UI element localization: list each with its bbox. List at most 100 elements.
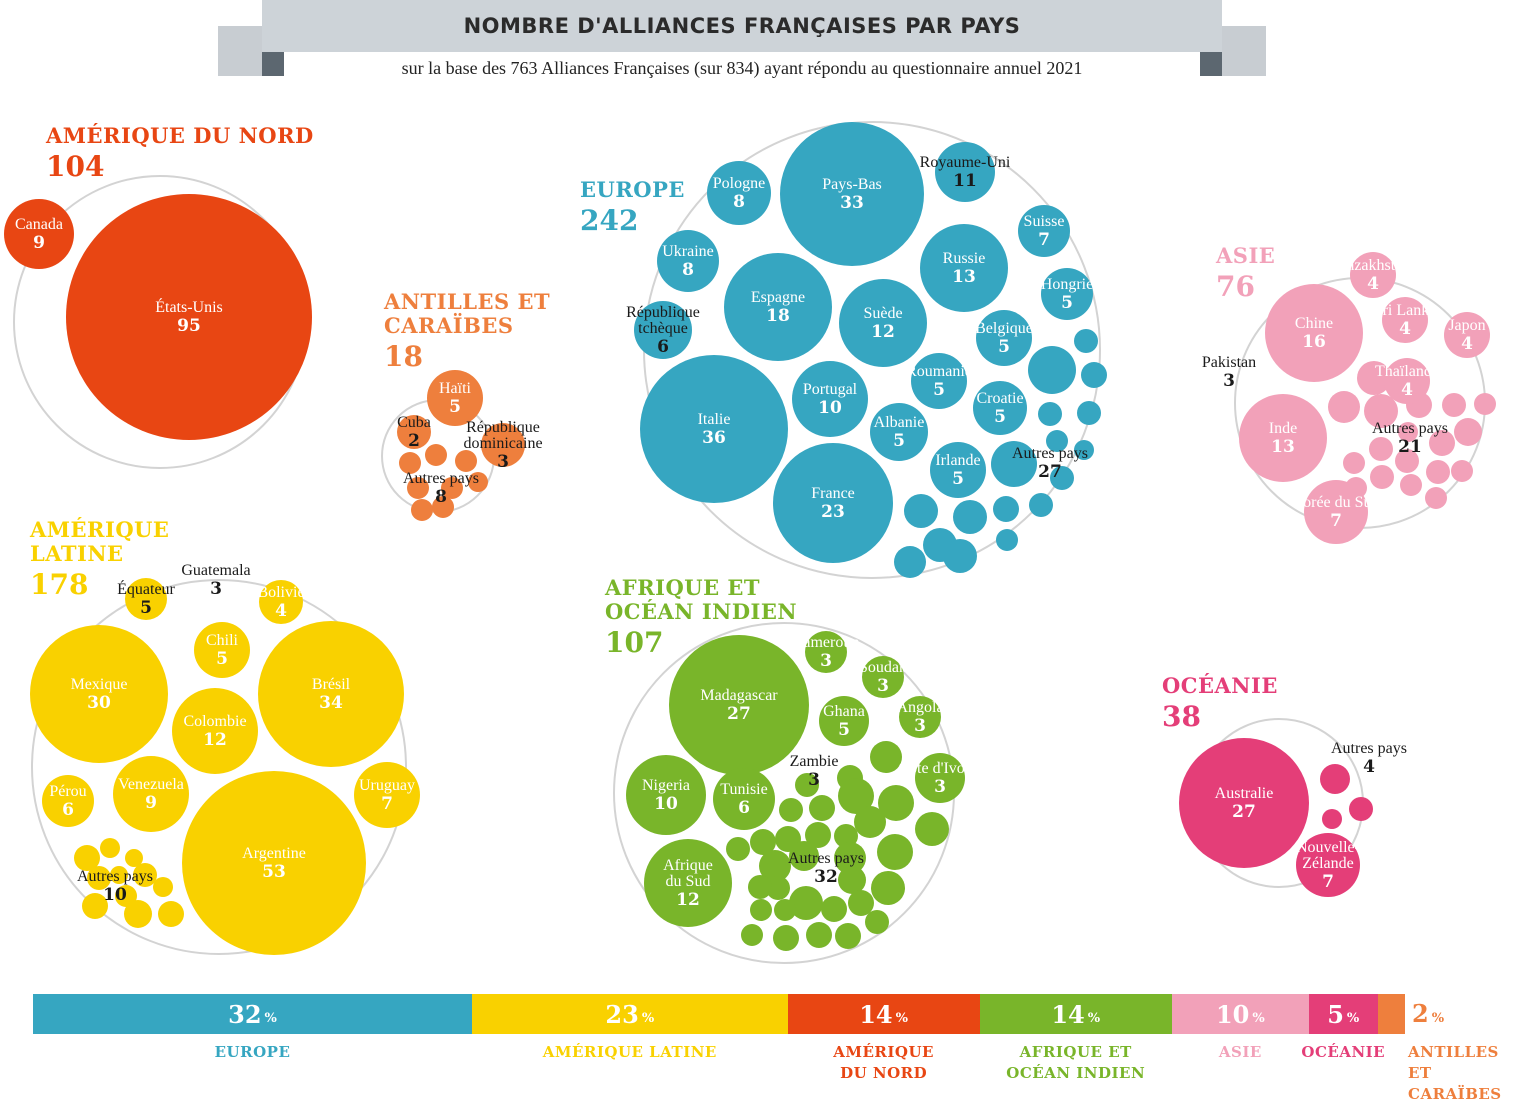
country-value-irlande: 5: [952, 469, 964, 489]
region-total-oceanie: 38: [1162, 700, 1201, 733]
share-segment-oceanie: 5%: [1308, 994, 1378, 1034]
country-label-colombie: Colombie: [183, 713, 246, 730]
other-country-bubble: [834, 824, 858, 848]
country-value-italie: 36: [702, 428, 726, 448]
percent-sign: %: [1087, 1010, 1101, 1026]
country-value-australie: 27: [1232, 802, 1256, 822]
other-country-bubble: [1369, 437, 1393, 461]
country-label-afrique-du-sud: Afrique du Sud: [663, 857, 713, 890]
country-value-bolivie: 4: [275, 601, 287, 621]
country-label-kazakhstan: Kazakhstan: [1336, 257, 1411, 274]
country-label-roumanie: Roumanie: [906, 363, 972, 380]
country-label-hongrie: Hongrie: [1041, 276, 1093, 293]
other-country-bubble: [750, 829, 776, 855]
share-segment-asie: 10%: [1171, 994, 1309, 1034]
header-banner: NOMBRE D'ALLIANCES FRANÇAISES PAR PAYS s…: [0, 0, 1536, 90]
other-country-bubble: [1046, 430, 1068, 452]
country-value-pologne: 8: [733, 192, 745, 212]
country-label-irlande: Irlande: [935, 452, 980, 469]
share-label-oceanie: OCÉANIE: [1301, 1043, 1386, 1061]
other-country-bubble: [1074, 440, 1094, 460]
other-country-bubble: [996, 529, 1018, 551]
country-label-haiti: Haïti: [439, 380, 472, 397]
share-label-antilles-et-caraibes: ANTILLES ET CARAÏBES: [1408, 1043, 1502, 1103]
country-value-autres-pays: 27: [1038, 462, 1062, 482]
country-label-autres-pays: Autres pays: [1012, 445, 1088, 462]
country-value-autres-pays: 10: [103, 885, 127, 905]
country-label-guatemala: Guatemala: [181, 562, 250, 579]
country-label-coree-du-sud: Corée du Sud: [1292, 494, 1379, 511]
other-country-bubble: [878, 785, 914, 821]
other-country-bubble: [865, 910, 889, 934]
other-country-bubble: [774, 899, 796, 921]
other-country-bubble: [835, 923, 861, 949]
bubble-afrique-du-sud: [644, 839, 732, 927]
other-country-bubble: [1425, 487, 1447, 509]
region-name-oceanie: OCÉANIE: [1162, 673, 1278, 698]
share-segment-amerique-latine: 23%: [472, 994, 788, 1034]
country-value-croatie: 5: [994, 407, 1006, 427]
other-country-bubble: [399, 452, 421, 474]
bubble-suisse: [1018, 205, 1070, 257]
bubble-canada: [4, 199, 74, 269]
country-value-ukraine: 8: [682, 260, 694, 280]
other-country-bubble: [834, 842, 866, 874]
bubble-hongrie: [1041, 268, 1093, 320]
country-label-pays-bas: Pays-Bas: [822, 176, 882, 193]
share-segment-antilles-et-caraibes: [1377, 994, 1405, 1034]
country-value-autres-pays: 4: [1363, 757, 1375, 777]
country-value-cote-d-ivoire: 3: [934, 777, 946, 797]
country-value-guatemala: 3: [210, 579, 222, 599]
country-value-equateur: 5: [140, 598, 152, 618]
other-country-bubble: [741, 924, 763, 946]
country-label-autres-pays: Autres pays: [403, 470, 479, 487]
other-country-bubble: [789, 886, 823, 920]
bubble-japon: [1444, 312, 1490, 358]
country-label-portugal: Portugal: [803, 381, 858, 398]
region-name-amerique-du-nord: AMÉRIQUE DU NORD: [46, 123, 314, 148]
other-country-bubble: [805, 822, 831, 848]
other-country-bubble: [87, 866, 111, 890]
country-label-soudan: Soudan: [859, 659, 907, 676]
other-country-bubble: [1357, 361, 1391, 395]
other-country-bubble: [1426, 460, 1450, 484]
country-value-royaume-uni: 11: [953, 171, 977, 191]
other-country-bubble: [1343, 452, 1365, 474]
region-name-antilles-et-caraibes: ANTILLES ET CARAÏBES: [384, 289, 551, 338]
other-country-bubble: [1474, 393, 1496, 415]
other-country-bubble: [1322, 809, 1342, 829]
other-country-bubble: [838, 866, 866, 894]
other-country-bubble: [795, 773, 819, 797]
bubble-cameroun: [805, 631, 847, 673]
country-label-equateur: Équateur: [117, 579, 175, 598]
bubble-argentine: [182, 771, 366, 955]
other-country-bubble: [877, 834, 913, 870]
country-label-venezuela: Venezuela: [118, 776, 184, 793]
bubble-chart: Canada9États-Unis95Haïti5Cuba2République…: [4, 121, 1496, 964]
other-country-bubble: [915, 812, 949, 846]
country-label-pakistan: Pakistan: [1202, 354, 1256, 371]
country-value-venezuela: 9: [145, 793, 157, 813]
share-label-afrique-et-ocean-indien: AFRIQUE ET OCÉAN INDIEN: [1006, 1043, 1146, 1082]
bubble-ukraine: [657, 230, 719, 292]
bubble-venezuela: [113, 756, 189, 832]
other-country-bubble: [1451, 460, 1473, 482]
bubble-inde: [1239, 394, 1327, 482]
country-value-coree-du-sud: 7: [1330, 511, 1342, 531]
bubble-republique-tcheque: [634, 301, 692, 359]
other-country-bubble: [125, 849, 143, 867]
percent-sign: %: [1431, 1011, 1445, 1026]
country-value-japon: 4: [1461, 334, 1473, 354]
other-country-bubble: [407, 477, 429, 499]
country-value-soudan: 3: [877, 676, 889, 696]
region-amerique-latine: Guatemala3Équateur5Bolivie4Chili5Mexique…: [30, 562, 420, 955]
bubble-italie: [640, 355, 788, 503]
share-value: 23: [605, 999, 639, 1029]
country-value-kazakhstan: 4: [1367, 274, 1379, 294]
other-country-bubble: [759, 850, 791, 882]
other-country-bubble: [750, 899, 772, 921]
country-label-etats-unis: États-Unis: [155, 297, 223, 316]
country-value-sri-lanka: 4: [1399, 319, 1411, 339]
